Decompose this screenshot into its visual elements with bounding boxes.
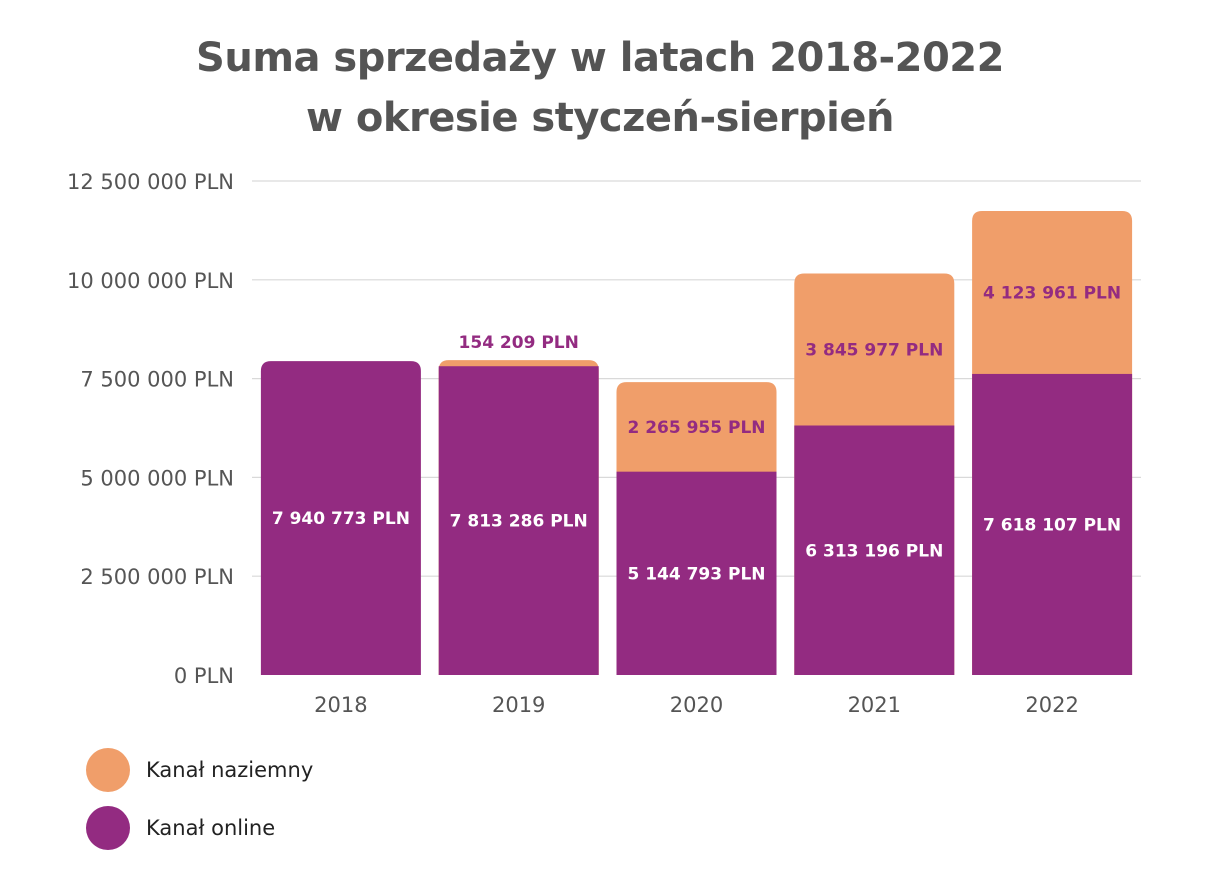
data-label-kanal-online: 7 940 773 PLN: [272, 509, 410, 529]
y-tick-label: 0 PLN: [174, 664, 234, 688]
data-label-kanal-naziemny: 4 123 961 PLN: [983, 283, 1121, 303]
y-tick-label: 7 500 000 PLN: [80, 368, 234, 392]
x-tick-label: 2018: [314, 693, 367, 717]
data-label-kanal-naziemny: 154 209 PLN: [459, 333, 579, 353]
bar-kanal-online: [616, 471, 777, 675]
legend: Kanał naziemny Kanał online: [86, 748, 313, 864]
data-label-kanal-online: 7 618 107 PLN: [983, 515, 1121, 535]
legend-item-kanal-naziemny: Kanał naziemny: [86, 748, 313, 792]
bar-kanal-online: [794, 425, 955, 675]
bar-kanal-online: [260, 361, 421, 675]
bar-kanal-online: [438, 366, 599, 675]
legend-swatch-kanal-online: [86, 806, 130, 850]
x-tick-label: 2021: [848, 693, 901, 717]
y-tick-label: 5 000 000 PLN: [80, 466, 234, 490]
x-tick-label: 2020: [670, 693, 723, 717]
data-label-kanal-online: 6 313 196 PLN: [805, 541, 943, 561]
legend-label-kanal-naziemny: Kanał naziemny: [146, 758, 314, 782]
legend-swatch-kanal-naziemny: [86, 748, 130, 792]
y-tick-label: 12 500 000 PLN: [67, 170, 234, 194]
data-label-kanal-naziemny: 3 845 977 PLN: [805, 341, 943, 361]
legend-item-kanal-online: Kanał online: [86, 806, 313, 850]
data-label-kanal-online: 5 144 793 PLN: [627, 564, 765, 584]
y-tick-label: 10 000 000 PLN: [67, 269, 234, 293]
x-tick-label: 2022: [1025, 693, 1078, 717]
data-label-kanal-online: 7 813 286 PLN: [450, 512, 588, 532]
x-tick-label: 2019: [492, 693, 545, 717]
bar-kanal-online: [972, 373, 1133, 675]
chart-title: Suma sprzedaży w latach 2018-2022 w okre…: [0, 28, 1200, 148]
chart-title-line-1: Suma sprzedaży w latach 2018-2022: [196, 35, 1004, 81]
data-label-kanal-naziemny: 2 265 955 PLN: [627, 418, 765, 438]
y-tick-label: 2 500 000 PLN: [80, 565, 234, 589]
chart-title-line-2: w okresie styczeń-sierpień: [306, 95, 894, 141]
legend-label-kanal-online: Kanał online: [146, 816, 276, 840]
